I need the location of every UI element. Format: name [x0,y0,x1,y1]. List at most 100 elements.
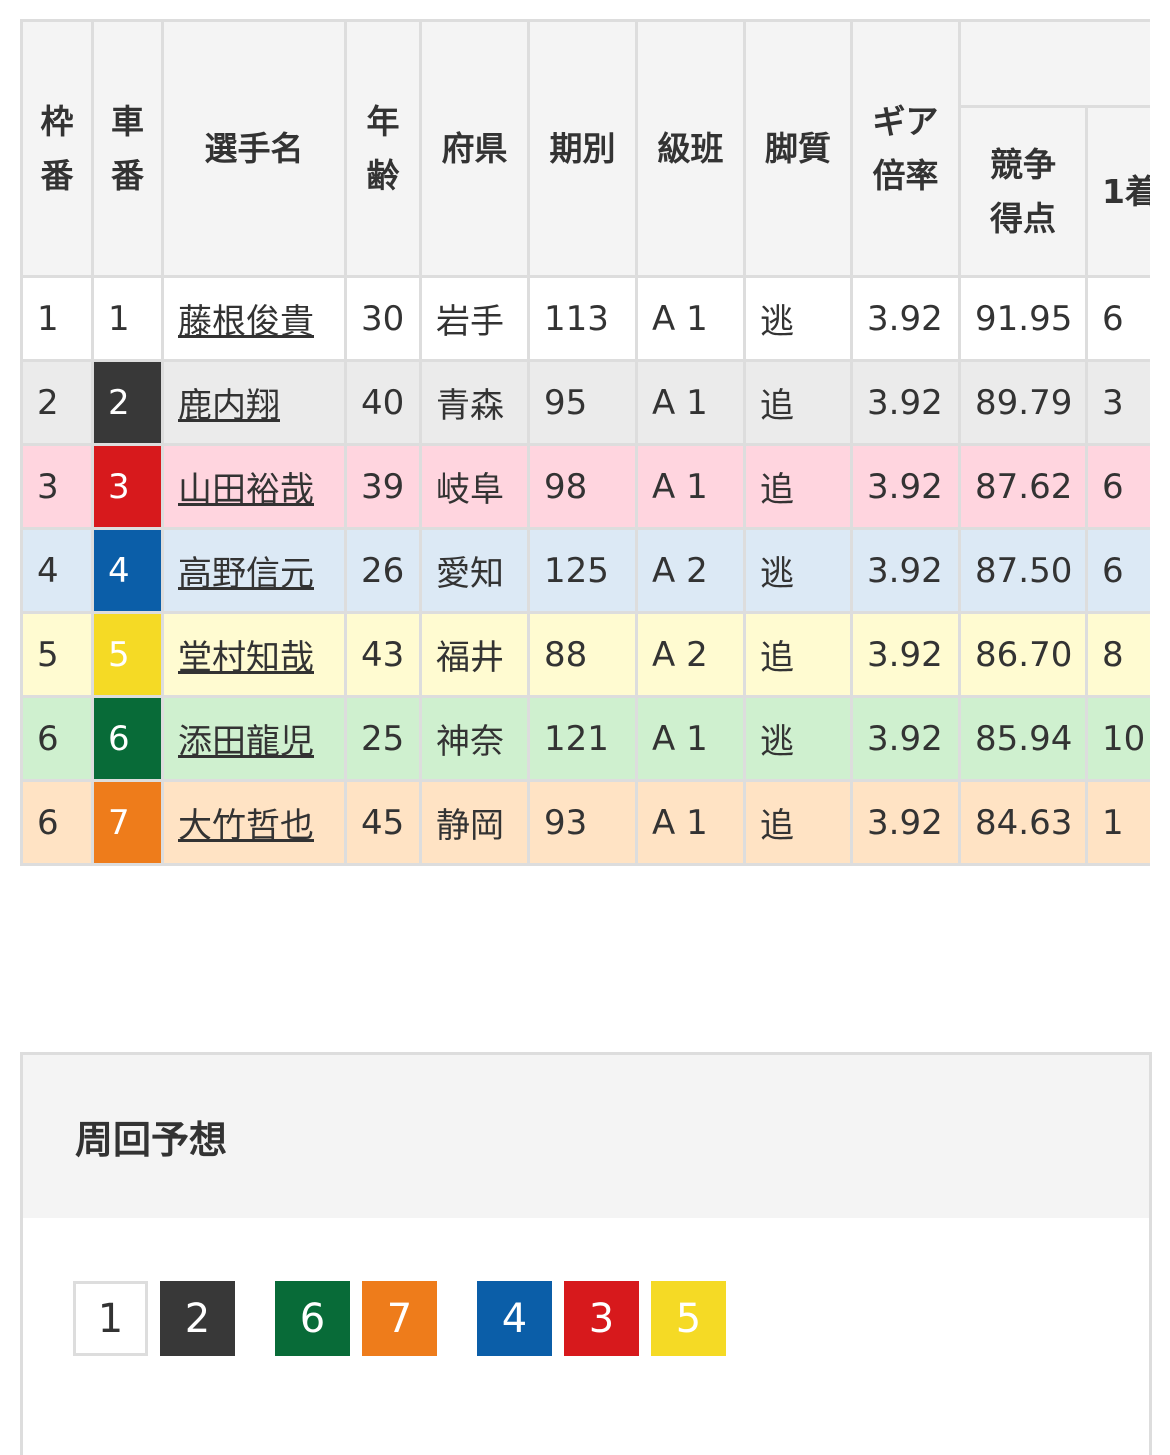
cell-waku: 1 [20,275,94,362]
rider-name-link[interactable]: 山田裕哉 [178,470,314,510]
cell-pref: 青森 [419,359,530,446]
cell-term: 93 [527,779,638,866]
cell-waku: 2 [20,359,94,446]
table-row: 2 2 鹿内翔 40 青森 95 A 1 追 3.92 89.79 3 [20,359,1150,446]
header-car: 車番 [91,19,164,278]
cell-style: 逃 [743,695,853,782]
cell-class: A 2 [635,611,746,698]
cell-first: 10 [1085,695,1150,782]
cell-style: 追 [743,443,853,530]
cell-age: 40 [344,359,422,446]
entry-table-container: 枠番 車番 選手名 年齢 府県 期別 級班 脚質 ギア倍率 競争得点 1着 11… [20,19,1150,866]
cell-name: 山田裕哉 [161,443,347,530]
cell-gear: 3.92 [850,611,961,698]
header-group [958,19,1150,108]
cell-gear: 3.92 [850,443,961,530]
rider-name-link[interactable]: 鹿内翔 [178,386,280,426]
group-gap [449,1281,477,1356]
cell-waku: 4 [20,527,94,614]
cell-waku: 5 [20,611,94,698]
cell-age: 25 [344,695,422,782]
car-badge: 7 [362,1281,437,1356]
header-waku: 枠番 [20,19,94,278]
cell-waku: 6 [20,779,94,866]
cell-term: 95 [527,359,638,446]
cell-name: 堂村知哉 [161,611,347,698]
cell-age: 26 [344,527,422,614]
cell-pref: 福井 [419,611,530,698]
header-term: 期別 [527,19,638,278]
cell-first: 1 [1085,779,1150,866]
group-gap [247,1281,275,1356]
cell-first: 8 [1085,611,1150,698]
header-pref: 府県 [419,19,530,278]
cell-term: 125 [527,527,638,614]
cell-name: 藤根俊貴 [161,275,347,362]
cell-car: 1 [91,275,164,362]
cell-style: 追 [743,611,853,698]
cell-name: 鹿内翔 [161,359,347,446]
header-style: 脚質 [743,19,853,278]
table-row: 5 5 堂村知哉 43 福井 88 A 2 追 3.92 86.70 8 [20,611,1150,698]
rider-name-link[interactable]: 添田龍児 [178,722,314,762]
cell-car: 2 [91,359,164,446]
cell-score: 87.62 [958,443,1088,530]
cell-gear: 3.92 [850,527,961,614]
rider-name-link[interactable]: 高野信元 [178,554,314,594]
cell-style: 追 [743,779,853,866]
cell-style: 追 [743,359,853,446]
cell-name: 添田龍児 [161,695,347,782]
cell-car: 7 [91,779,164,866]
cell-pref: 愛知 [419,527,530,614]
cell-term: 98 [527,443,638,530]
table-row: 6 6 添田龍児 25 神奈 121 A 1 逃 3.92 85.94 10 [20,695,1150,782]
cell-first: 6 [1085,527,1150,614]
header-score: 競争得点 [958,105,1088,278]
cell-first: 3 [1085,359,1150,446]
cell-score: 89.79 [958,359,1088,446]
cell-gear: 3.92 [850,695,961,782]
cell-first: 6 [1085,443,1150,530]
cell-style: 逃 [743,275,853,362]
rider-name-link[interactable]: 大竹哲也 [178,806,314,846]
cell-pref: 岐阜 [419,443,530,530]
cell-pref: 神奈 [419,695,530,782]
lap-forecast-title: 周回予想 [23,1055,1149,1218]
cell-term: 88 [527,611,638,698]
car-badge: 3 [564,1281,639,1356]
cell-pref: 岩手 [419,275,530,362]
car-badge: 4 [477,1281,552,1356]
cell-class: A 1 [635,359,746,446]
cell-car: 4 [91,527,164,614]
car-badge: 2 [160,1281,235,1356]
cell-score: 84.63 [958,779,1088,866]
car-badge: 1 [73,1281,148,1356]
car-badge: 6 [275,1281,350,1356]
cell-car: 5 [91,611,164,698]
table-row: 4 4 高野信元 26 愛知 125 A 2 逃 3.92 87.50 6 [20,527,1150,614]
cell-gear: 3.92 [850,359,961,446]
rider-name-link[interactable]: 藤根俊貴 [178,302,314,342]
cell-age: 30 [344,275,422,362]
table-row: 6 7 大竹哲也 45 静岡 93 A 1 追 3.92 84.63 1 [20,779,1150,866]
cell-first: 6 [1085,275,1150,362]
header-name: 選手名 [161,19,347,278]
cell-term: 113 [527,275,638,362]
cell-name: 高野信元 [161,527,347,614]
header-age: 年齢 [344,19,422,278]
cell-style: 逃 [743,527,853,614]
rider-name-link[interactable]: 堂村知哉 [178,638,314,678]
cell-age: 39 [344,443,422,530]
cell-name: 大竹哲也 [161,779,347,866]
cell-class: A 2 [635,527,746,614]
cell-class: A 1 [635,275,746,362]
cell-score: 86.70 [958,611,1088,698]
cell-score: 85.94 [958,695,1088,782]
cell-car: 6 [91,695,164,782]
cell-age: 43 [344,611,422,698]
cell-class: A 1 [635,779,746,866]
cell-car: 3 [91,443,164,530]
cell-class: A 1 [635,695,746,782]
